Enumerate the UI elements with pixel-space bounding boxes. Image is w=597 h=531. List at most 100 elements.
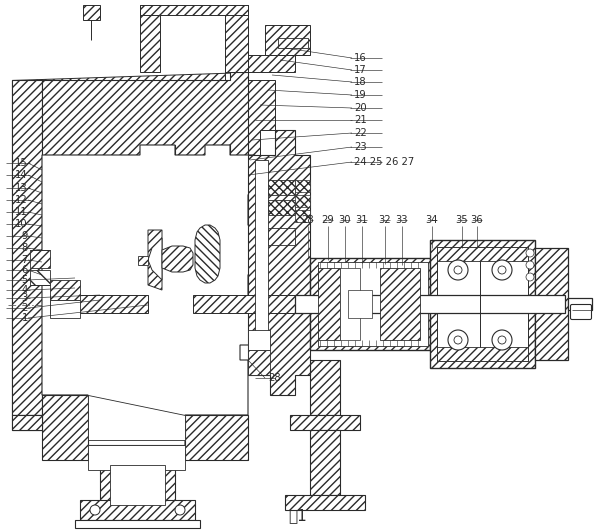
Polygon shape bbox=[110, 465, 165, 505]
Polygon shape bbox=[248, 130, 310, 395]
Text: 28: 28 bbox=[301, 215, 314, 225]
Text: 32: 32 bbox=[378, 215, 391, 225]
Circle shape bbox=[175, 505, 185, 515]
Polygon shape bbox=[248, 330, 270, 350]
Text: 12: 12 bbox=[16, 195, 28, 205]
Text: 31: 31 bbox=[356, 215, 368, 225]
Circle shape bbox=[492, 330, 512, 350]
Polygon shape bbox=[140, 5, 248, 15]
Polygon shape bbox=[318, 262, 428, 346]
Polygon shape bbox=[268, 228, 295, 245]
Text: 17: 17 bbox=[354, 65, 367, 75]
Circle shape bbox=[526, 249, 534, 257]
Polygon shape bbox=[30, 250, 50, 268]
Polygon shape bbox=[12, 80, 42, 415]
Circle shape bbox=[448, 330, 468, 350]
Circle shape bbox=[492, 260, 512, 280]
Polygon shape bbox=[268, 180, 295, 195]
Text: 5: 5 bbox=[21, 275, 28, 285]
Text: 22: 22 bbox=[354, 128, 367, 138]
Polygon shape bbox=[148, 230, 162, 290]
Polygon shape bbox=[42, 72, 248, 155]
Polygon shape bbox=[12, 72, 275, 155]
Polygon shape bbox=[437, 247, 528, 261]
Text: 34: 34 bbox=[426, 215, 438, 225]
Polygon shape bbox=[100, 460, 175, 510]
Text: 11: 11 bbox=[16, 207, 28, 217]
Text: 21: 21 bbox=[354, 115, 367, 125]
Circle shape bbox=[454, 336, 462, 344]
Text: 1: 1 bbox=[21, 313, 28, 323]
Polygon shape bbox=[140, 5, 160, 72]
Text: 36: 36 bbox=[470, 215, 484, 225]
Polygon shape bbox=[437, 247, 528, 361]
Polygon shape bbox=[12, 80, 42, 415]
Text: 7: 7 bbox=[21, 255, 28, 265]
Text: 29: 29 bbox=[322, 215, 334, 225]
Polygon shape bbox=[430, 240, 535, 368]
Circle shape bbox=[526, 261, 534, 269]
Polygon shape bbox=[148, 238, 162, 280]
Text: 18: 18 bbox=[354, 77, 367, 87]
Circle shape bbox=[448, 260, 468, 280]
Circle shape bbox=[90, 505, 100, 515]
Circle shape bbox=[498, 336, 506, 344]
Polygon shape bbox=[195, 225, 220, 283]
FancyBboxPatch shape bbox=[571, 304, 592, 320]
Polygon shape bbox=[30, 270, 50, 285]
Text: 14: 14 bbox=[16, 170, 28, 180]
Polygon shape bbox=[248, 55, 295, 72]
Polygon shape bbox=[535, 248, 568, 360]
Text: 8: 8 bbox=[21, 243, 28, 253]
Polygon shape bbox=[162, 246, 193, 272]
Polygon shape bbox=[295, 195, 310, 207]
Text: 10: 10 bbox=[16, 219, 28, 229]
Polygon shape bbox=[285, 495, 365, 510]
Polygon shape bbox=[12, 415, 42, 430]
Text: 35: 35 bbox=[456, 215, 468, 225]
Polygon shape bbox=[12, 415, 42, 430]
Polygon shape bbox=[50, 300, 80, 318]
Polygon shape bbox=[310, 258, 430, 350]
Polygon shape bbox=[193, 295, 295, 313]
Polygon shape bbox=[278, 38, 308, 48]
Polygon shape bbox=[295, 180, 310, 192]
Polygon shape bbox=[88, 445, 185, 470]
Polygon shape bbox=[42, 145, 255, 450]
Polygon shape bbox=[268, 200, 295, 215]
Polygon shape bbox=[255, 160, 268, 370]
Text: 20: 20 bbox=[354, 103, 367, 113]
Circle shape bbox=[498, 266, 506, 274]
Circle shape bbox=[526, 273, 534, 281]
Text: 23: 23 bbox=[354, 142, 367, 152]
Polygon shape bbox=[248, 350, 270, 375]
Polygon shape bbox=[310, 430, 340, 495]
Circle shape bbox=[454, 266, 462, 274]
Polygon shape bbox=[340, 268, 360, 340]
Text: 13: 13 bbox=[16, 183, 28, 193]
Polygon shape bbox=[50, 295, 148, 313]
Polygon shape bbox=[225, 5, 248, 72]
Text: 9: 9 bbox=[21, 231, 28, 241]
Polygon shape bbox=[75, 520, 200, 528]
Polygon shape bbox=[80, 500, 195, 520]
Text: 2: 2 bbox=[21, 303, 28, 313]
Polygon shape bbox=[437, 347, 528, 361]
Polygon shape bbox=[295, 210, 310, 222]
Text: 16: 16 bbox=[354, 53, 367, 63]
Text: 3: 3 bbox=[21, 293, 28, 303]
Text: 15: 15 bbox=[16, 158, 28, 168]
Polygon shape bbox=[42, 395, 248, 460]
Polygon shape bbox=[348, 290, 372, 318]
Polygon shape bbox=[380, 268, 420, 340]
Text: 28: 28 bbox=[268, 373, 281, 383]
Polygon shape bbox=[50, 280, 80, 300]
Polygon shape bbox=[88, 395, 185, 440]
Polygon shape bbox=[318, 268, 340, 340]
Text: 30: 30 bbox=[338, 215, 351, 225]
Polygon shape bbox=[83, 5, 100, 20]
Polygon shape bbox=[310, 360, 340, 415]
Polygon shape bbox=[568, 298, 592, 310]
Text: 33: 33 bbox=[396, 215, 408, 225]
Polygon shape bbox=[265, 25, 310, 55]
